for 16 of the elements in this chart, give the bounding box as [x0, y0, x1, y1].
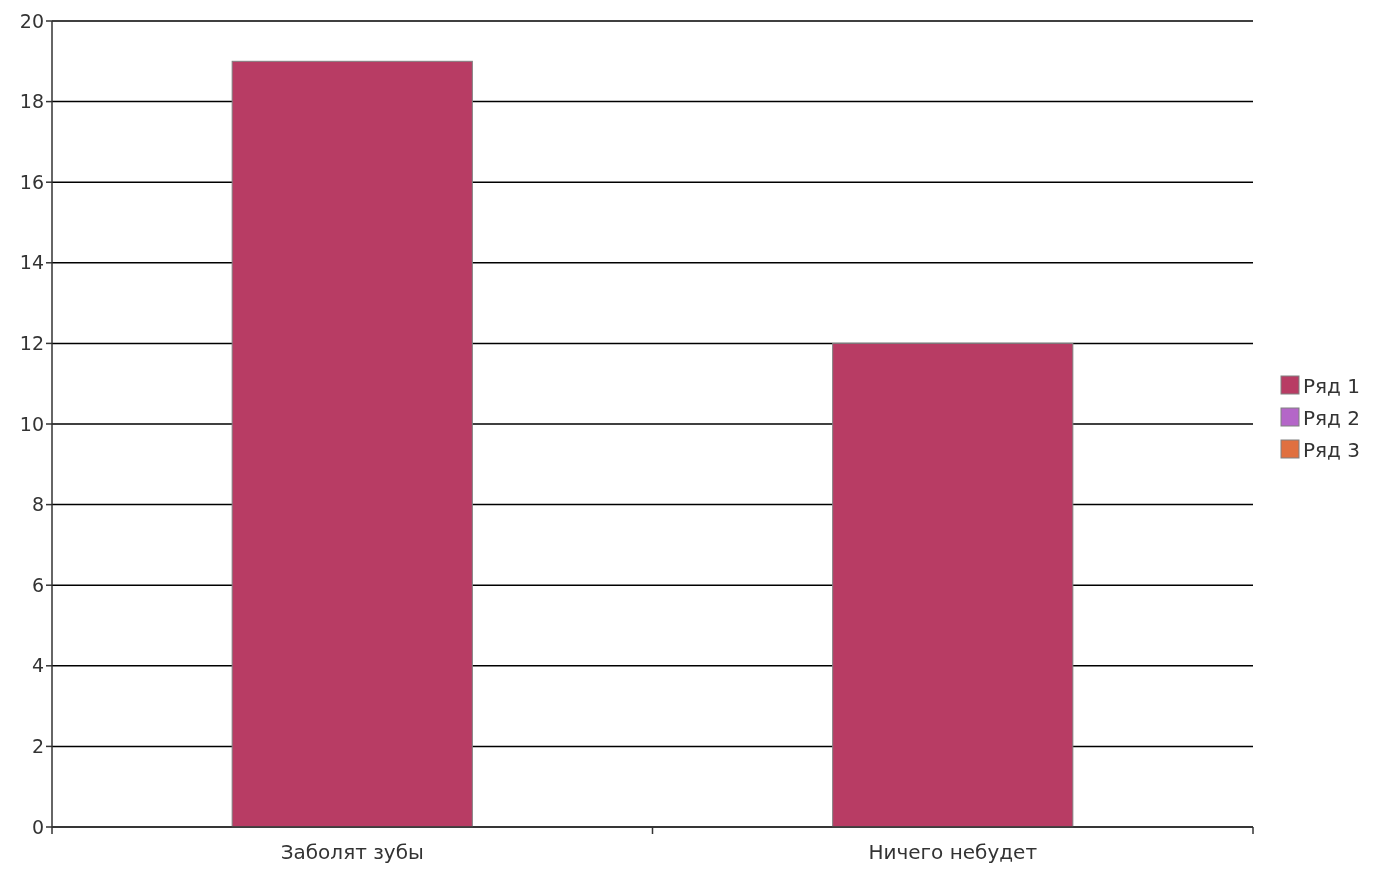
y-tick-label: 4	[31, 654, 44, 677]
y-tick-label: 14	[19, 251, 44, 274]
y-tick-label: 20	[19, 9, 44, 32]
y-tick-label: 10	[19, 412, 44, 435]
x-tick-label: Заболят зубы	[280, 840, 424, 864]
y-tick-label: 16	[19, 170, 44, 193]
legend-label: Ряд 1	[1303, 374, 1361, 398]
legend-label: Ряд 2	[1303, 406, 1361, 430]
y-tick-label: 6	[31, 573, 44, 596]
y-tick-label: 18	[19, 90, 44, 113]
y-tick-label: 0	[31, 815, 44, 838]
legend-label: Ряд 3	[1303, 438, 1361, 462]
y-tick-label: 2	[31, 735, 44, 758]
y-tick-label: 12	[19, 332, 44, 355]
y-tick-label: 8	[31, 493, 44, 516]
x-tick-label: Ничего небудет	[868, 840, 1038, 864]
